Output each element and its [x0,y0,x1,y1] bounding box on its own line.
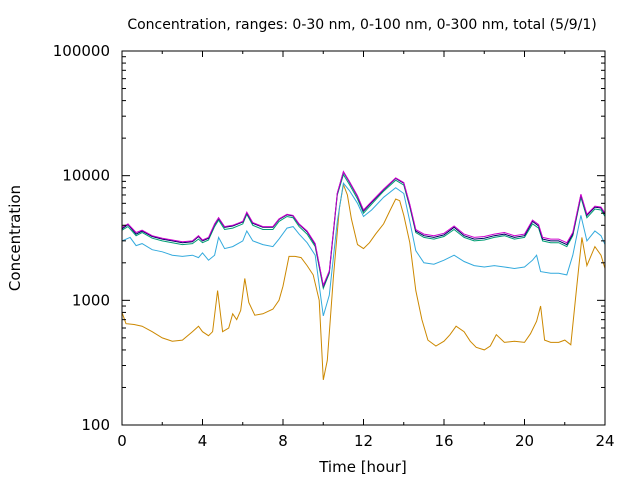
y-tick-label: 100000 [53,42,110,60]
series-line-3 [121,173,606,291]
x-tick-label: 0 [117,432,127,450]
y-axis-label: Concentration [6,185,24,291]
series-line-1 [121,182,606,381]
y-tick-label: 10000 [62,167,110,185]
series-layer [121,170,606,381]
x-tick-label: 12 [354,432,373,450]
x-axis-label: Time [hour] [318,458,407,476]
series-line-2 [121,182,606,317]
x-tick-label: 8 [278,432,288,450]
y-tick-label: 1000 [72,291,110,309]
axis-layer: 0 4 8 12 16 20 24 100 1000 10000 100000 [53,42,615,450]
y-tick-label: 100 [81,416,110,434]
chart-title: Concentration, ranges: 0-30 nm, 0-100 nm… [127,17,596,33]
x-tick-label: 4 [198,432,208,450]
x-tick-label: 24 [595,432,614,450]
x-tick-label: 16 [434,432,453,450]
series-line-5 [121,170,606,288]
x-tick-label: 20 [515,432,534,450]
